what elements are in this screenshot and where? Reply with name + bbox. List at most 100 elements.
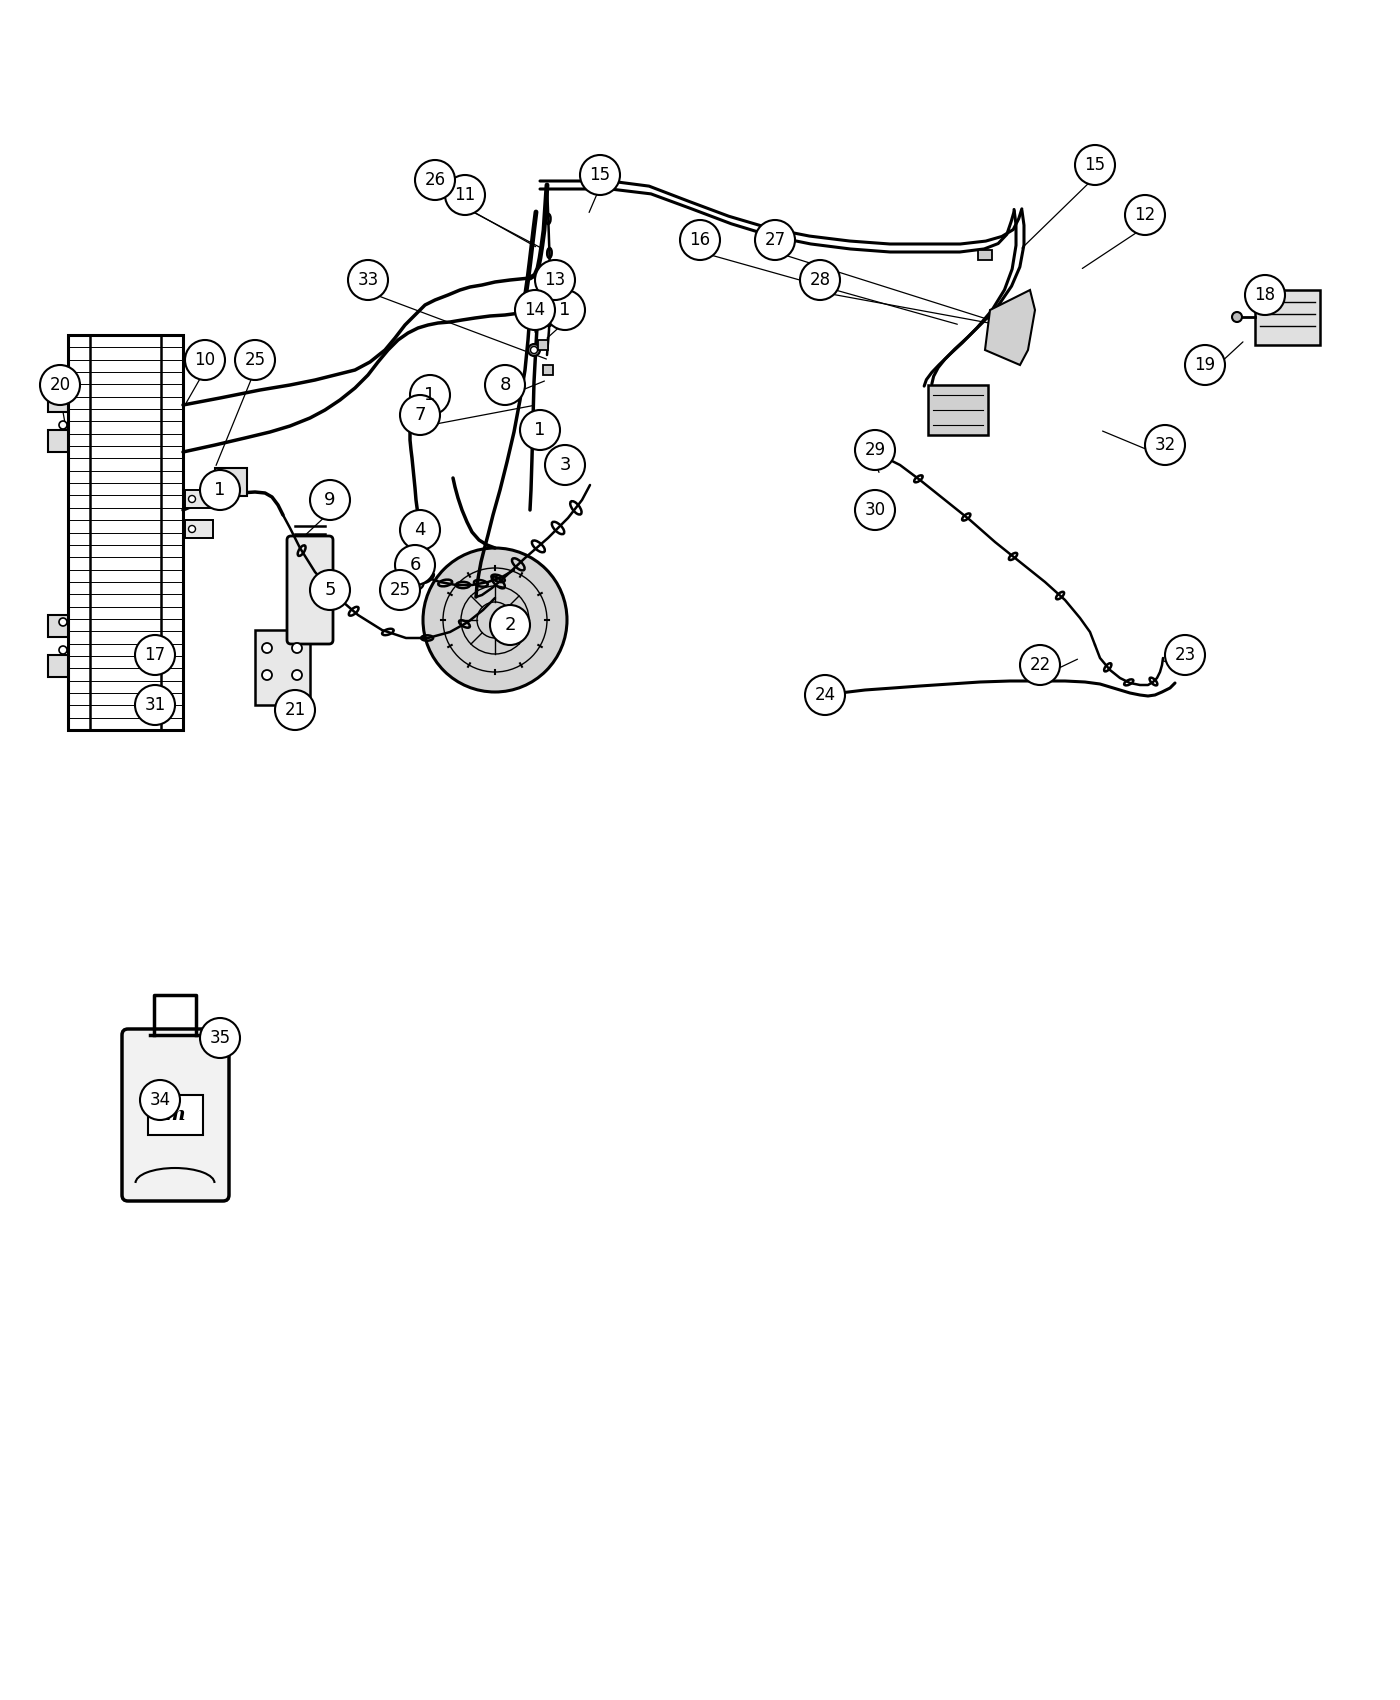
Circle shape [414,160,455,201]
Text: 21: 21 [284,700,305,719]
Circle shape [309,570,350,610]
Text: 14: 14 [525,301,546,320]
Circle shape [484,366,525,405]
Text: 23: 23 [1175,646,1196,665]
Circle shape [1021,644,1060,685]
Circle shape [416,386,424,394]
Text: 15: 15 [1085,156,1106,173]
Text: 15: 15 [589,167,610,184]
Bar [543,366,553,376]
Text: 33: 33 [357,270,378,289]
Text: 19: 19 [1194,355,1215,374]
Circle shape [185,340,225,381]
Circle shape [134,636,175,675]
Circle shape [755,219,795,260]
Text: 6: 6 [409,556,420,575]
Circle shape [410,376,449,415]
Circle shape [200,1018,239,1057]
Text: 24: 24 [815,687,836,704]
Text: 2: 2 [504,615,515,634]
FancyBboxPatch shape [287,536,333,644]
Circle shape [423,547,567,692]
Circle shape [59,422,67,428]
Circle shape [1126,196,1165,235]
Bar [255,631,309,706]
Circle shape [1075,144,1114,185]
Text: 9: 9 [325,491,336,508]
Circle shape [189,495,196,503]
Circle shape [540,314,553,326]
Text: 3: 3 [559,456,571,474]
Text: 20: 20 [49,376,70,394]
Circle shape [855,490,895,530]
Circle shape [1232,313,1242,321]
Text: 5: 5 [325,581,336,598]
Circle shape [528,343,540,355]
Text: 7: 7 [414,406,426,423]
Circle shape [799,260,840,299]
Text: 4: 4 [414,520,426,539]
Circle shape [545,445,585,484]
Bar [48,430,69,452]
Bar [538,340,547,350]
Bar [148,1095,203,1136]
Text: 18: 18 [1254,286,1275,304]
Bar [1254,291,1320,345]
Circle shape [680,219,720,260]
Circle shape [379,570,420,610]
Circle shape [535,275,545,284]
Text: m: m [165,1107,185,1124]
Text: 30: 30 [864,502,886,518]
Text: 29: 29 [864,440,886,459]
Text: 25: 25 [245,350,266,369]
Text: 1: 1 [424,386,435,405]
Text: 32: 32 [1155,435,1176,454]
Circle shape [309,479,350,520]
Circle shape [189,525,196,532]
Bar [48,389,69,411]
Text: 22: 22 [1029,656,1050,673]
Circle shape [349,260,388,299]
Circle shape [293,670,302,680]
Circle shape [580,155,620,196]
Bar [185,520,213,537]
Circle shape [59,646,67,654]
Bar [928,384,988,435]
Text: 27: 27 [764,231,785,248]
Circle shape [531,347,538,354]
Text: 35: 35 [210,1028,231,1047]
Text: 8: 8 [500,376,511,394]
Circle shape [407,575,424,590]
Text: 1: 1 [214,481,225,500]
Circle shape [412,561,420,570]
Circle shape [59,394,67,401]
Circle shape [1245,275,1285,314]
Circle shape [545,291,585,330]
Circle shape [400,510,440,551]
Circle shape [134,685,175,724]
Text: 1: 1 [560,301,571,320]
Circle shape [1145,425,1184,466]
Circle shape [140,1080,181,1120]
Text: 17: 17 [144,646,165,665]
Text: 16: 16 [689,231,711,248]
Circle shape [515,291,554,330]
Circle shape [200,469,239,510]
Circle shape [805,675,846,716]
Text: 12: 12 [1134,206,1155,224]
Polygon shape [986,291,1035,366]
Circle shape [218,484,227,491]
FancyBboxPatch shape [122,1028,230,1200]
Circle shape [525,311,535,320]
Circle shape [400,394,440,435]
Circle shape [262,643,272,653]
Circle shape [293,643,302,653]
Text: 34: 34 [150,1091,171,1108]
Bar [69,335,183,729]
Text: 31: 31 [144,695,165,714]
Bar [216,468,246,496]
Text: 11: 11 [455,185,476,204]
Circle shape [395,546,435,585]
Circle shape [235,340,274,381]
Bar [185,490,213,508]
